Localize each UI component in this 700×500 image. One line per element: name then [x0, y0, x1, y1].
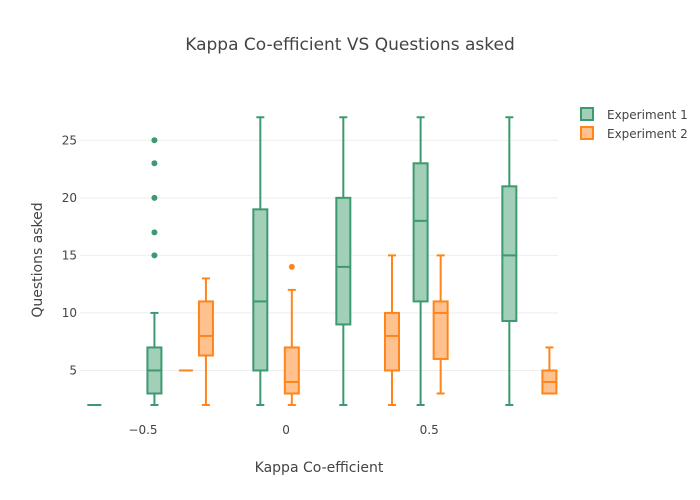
y-tick-label: 25 — [62, 133, 77, 147]
box-experiment-2 — [541, 346, 558, 395]
plot-area — [87, 116, 558, 406]
legend-label-experiment-1: Experiment 1 — [607, 108, 688, 122]
iqr-box — [197, 300, 214, 357]
legend-swatch-experiment-2 — [580, 126, 594, 140]
iqr-box — [335, 196, 352, 326]
iqr-box — [501, 185, 518, 322]
outlier-point — [151, 137, 158, 144]
box-experiment-1 — [412, 116, 429, 406]
box-experiment-1 — [501, 116, 518, 406]
iqr-box — [383, 311, 400, 372]
legend-label-experiment-2: Experiment 2 — [607, 127, 688, 141]
chart-title: Kappa Co-efficient VS Questions asked — [185, 35, 515, 55]
legend: Experiment 1 Experiment 2 — [580, 107, 688, 141]
outlier-point — [288, 263, 295, 270]
outlier-point — [151, 194, 158, 201]
outlier-point — [151, 229, 158, 236]
box-experiment-2 — [383, 254, 400, 406]
box-experiment-1 — [335, 116, 352, 406]
iqr-box — [252, 208, 269, 372]
iqr-box — [432, 300, 449, 360]
box-experiment-1 — [146, 137, 163, 406]
outlier-point — [151, 160, 158, 167]
y-tick-label: 20 — [62, 191, 77, 205]
iqr-box — [283, 346, 300, 395]
iqr-box — [412, 162, 429, 303]
y-tick-label: 15 — [62, 248, 77, 262]
x-tick-label: 0.5 — [420, 423, 439, 437]
legend-item-experiment-1[interactable]: Experiment 1 — [580, 107, 688, 122]
legend-swatch-experiment-1 — [580, 107, 594, 121]
y-tick-label: 5 — [69, 363, 77, 377]
box-experiment-2 — [283, 263, 300, 406]
y-axis-title: Questions asked — [30, 202, 46, 317]
x-tick-label: 0 — [282, 423, 290, 437]
box-experiment-1 — [252, 116, 269, 406]
x-tick-label: −0.5 — [128, 423, 157, 437]
legend-item-experiment-2[interactable]: Experiment 2 — [580, 126, 688, 141]
axis-ticks: 5 10 15 20 25 −0.5 0 0.5 — [62, 133, 439, 437]
box-experiment-2 — [432, 254, 449, 395]
x-axis-title: Kappa Co-efficient — [255, 460, 384, 476]
box-experiment-2 — [197, 277, 214, 406]
y-tick-label: 10 — [62, 306, 77, 320]
outlier-point — [151, 252, 158, 259]
